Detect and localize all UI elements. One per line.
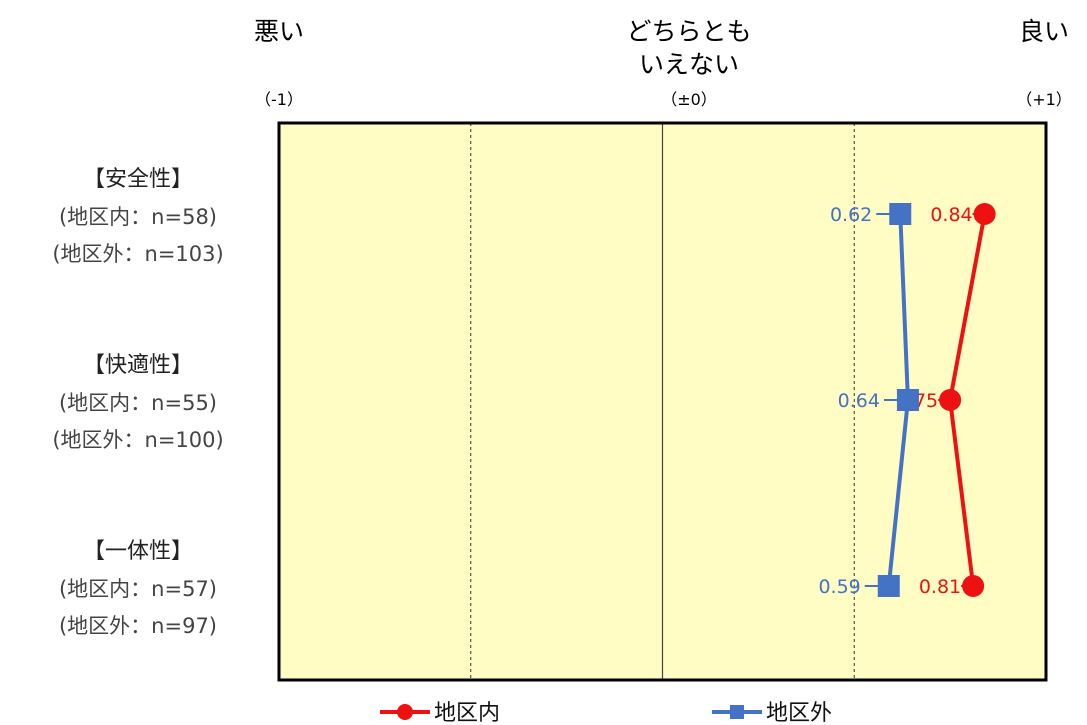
category-sub: (地区内：n=55) [59, 391, 217, 415]
category-label: 【安全性】 (地区内：n=58) (地区外：n=103) [52, 167, 223, 266]
data-point [939, 389, 962, 411]
axis-scale-label: （+1） [1016, 90, 1072, 109]
data-point [896, 389, 919, 411]
legend-marker [397, 704, 413, 720]
data-label: 0.81 [919, 576, 961, 598]
legend: 地区内 地区外 [380, 701, 832, 725]
legend-marker [730, 705, 744, 719]
data-point [962, 575, 985, 597]
grid-lines [470, 123, 855, 680]
category-sub: (地区外：n=100) [52, 428, 223, 452]
axis-header-text: 悪い [254, 17, 304, 46]
legend-item: 地区内 [380, 701, 500, 725]
axis-scale-label: （-1） [255, 90, 303, 109]
axis-header-text: いえない [639, 50, 739, 79]
data-label: 0.84 [930, 204, 972, 226]
axis-header: 悪い （-1） [254, 17, 304, 109]
category-label: 【快適性】 (地区内：n=55) (地区外：n=100) [52, 353, 223, 452]
category-sub: (地区内：n=57) [59, 577, 217, 601]
axis-header-text: どちらとも [626, 17, 751, 46]
axis-header: 良い （+1） [1016, 17, 1072, 109]
plot-frame [277, 121, 1048, 682]
category-label: 【一体性】 (地区内：n=57) (地区外：n=97) [59, 539, 217, 638]
axis-header-text: 良い [1019, 17, 1069, 46]
category-title: 【安全性】 [83, 167, 193, 192]
data-point [889, 203, 912, 225]
series-group: 0.840.750.810.620.640.59 [818, 203, 996, 598]
category-labels: 【安全性】 (地区内：n=58) (地区外：n=103) 【快適性】 (地区内：n=55… [52, 167, 223, 638]
category-sub: (地区外：n=103) [52, 242, 223, 266]
category-title: 【快適性】 [83, 353, 193, 378]
legend-label: 地区外 [766, 701, 832, 725]
category-sub: (地区内：n=58) [59, 205, 217, 229]
series-outside: 0.62 0.64 0.59 [818, 203, 919, 598]
data-label: 0.62 [830, 204, 872, 226]
data-point [877, 575, 900, 597]
legend-label: 地区内 [434, 701, 500, 725]
data-point [973, 203, 996, 225]
data-label: 0.64 [838, 390, 880, 412]
category-title: 【一体性】 [83, 539, 193, 564]
axis-scale-label: （±0） [661, 90, 717, 109]
data-label: 0.59 [818, 576, 860, 598]
legend-item: 地区外 [712, 701, 832, 725]
category-sub: (地区外：n=97) [59, 614, 217, 638]
